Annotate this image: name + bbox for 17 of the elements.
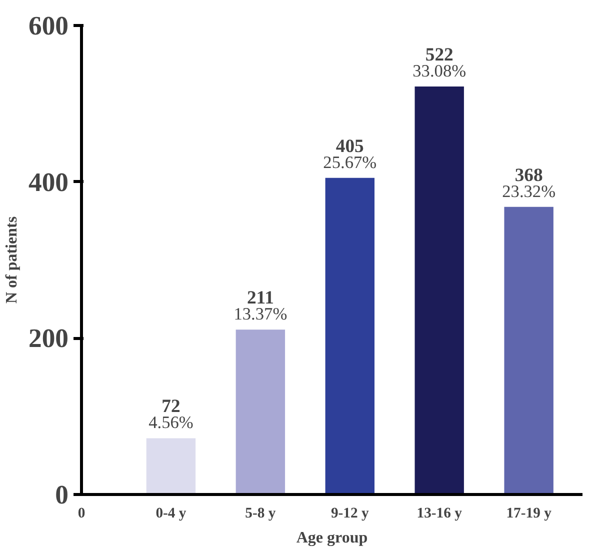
bar xyxy=(414,86,464,494)
bar xyxy=(325,178,374,494)
x-tick-label: 17-19 y xyxy=(506,506,552,522)
bar xyxy=(504,206,554,494)
y-axis-title: N of patients xyxy=(4,216,21,304)
x-axis-title: Age group xyxy=(296,530,368,546)
y-tick-label: 600 xyxy=(28,10,68,40)
y-tick-label: 400 xyxy=(28,166,68,197)
x-tick-label: 5-8 y xyxy=(245,506,276,522)
y-tick-label: 0 xyxy=(55,480,68,510)
x-tick-label: 13-16 y xyxy=(416,506,463,522)
x-tick-label: 9-12 y xyxy=(330,506,370,522)
bar xyxy=(236,330,286,494)
bar xyxy=(146,438,196,494)
x-tick-label: 0-4 y xyxy=(156,506,187,522)
y-tick-label: 200 xyxy=(28,323,68,354)
text: 0 xyxy=(78,506,86,522)
